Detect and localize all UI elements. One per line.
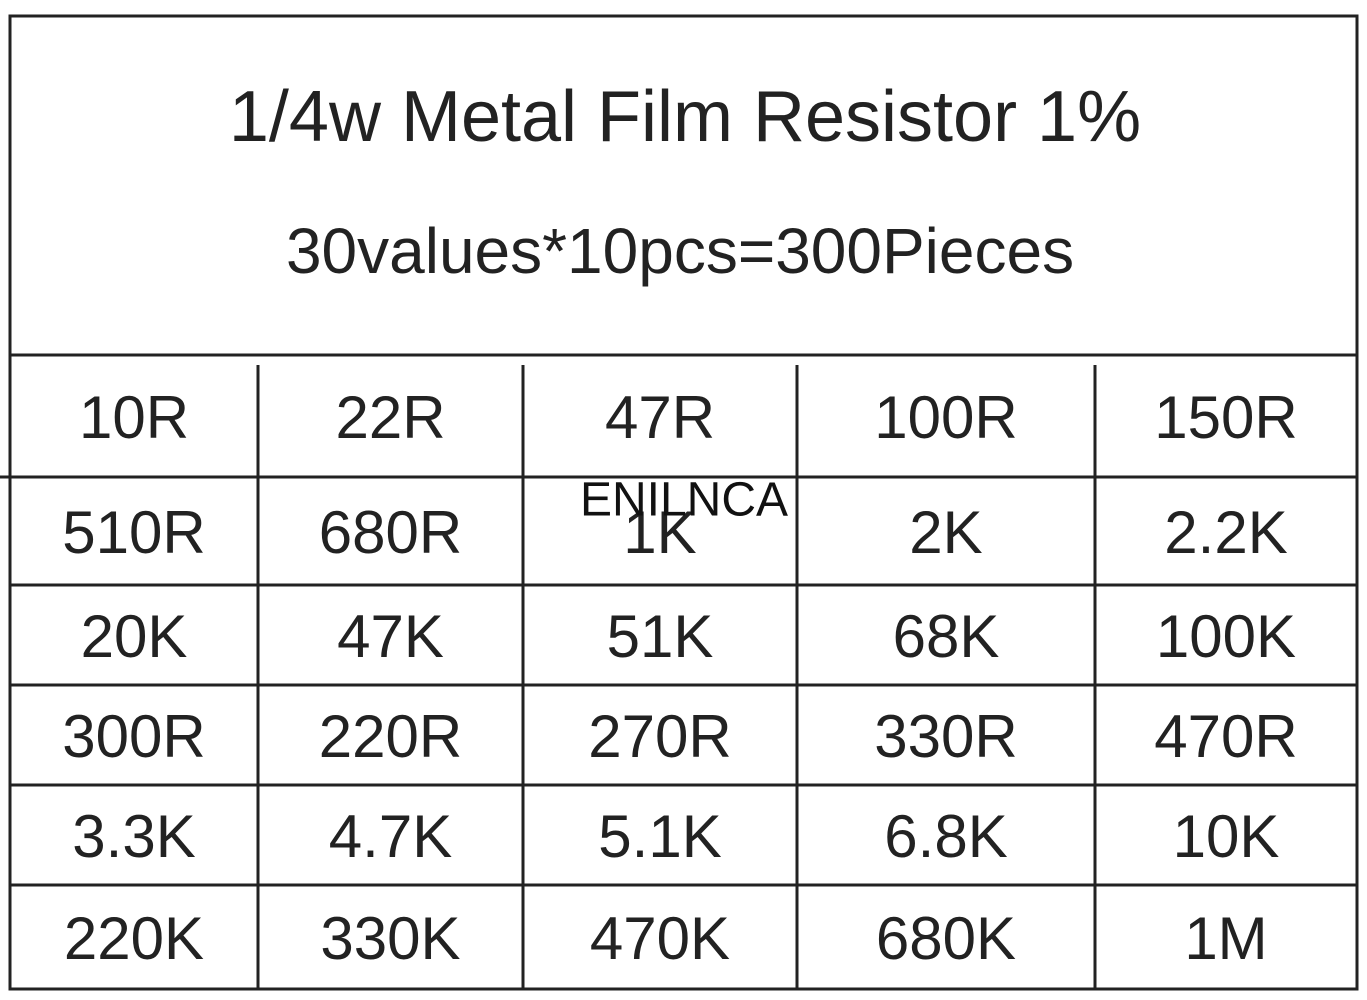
cell: 10K bbox=[1173, 803, 1280, 870]
cell: 22R bbox=[335, 384, 445, 451]
cell: 1M bbox=[1184, 905, 1267, 972]
cell: 4.7K bbox=[329, 803, 452, 870]
cell: 150R bbox=[1154, 384, 1297, 451]
cell: 470R bbox=[1154, 703, 1297, 770]
cell: 100R bbox=[874, 384, 1017, 451]
cell: 47R bbox=[605, 384, 715, 451]
cell: 2K bbox=[909, 499, 982, 566]
cell: 680R bbox=[319, 499, 462, 566]
cell: 47K bbox=[337, 603, 444, 670]
cell: 330R bbox=[874, 703, 1017, 770]
table: 10R 22R 47R 100R 150R 510R 680R 1K 2K 2.2K 20K 47K 5… bbox=[0, 365, 1357, 989]
watermark: ENILNCA bbox=[580, 474, 788, 527]
cell: 2.2K bbox=[1164, 499, 1287, 566]
cell: 680K bbox=[876, 905, 1016, 972]
cell: 6.8K bbox=[884, 803, 1007, 870]
cell: 330K bbox=[320, 905, 460, 972]
cell: 220R bbox=[319, 703, 462, 770]
outer-border bbox=[8, 14, 1359, 991]
subtitle: 30values*10pcs=300Pieces bbox=[286, 215, 1074, 287]
cell: 220K bbox=[64, 905, 204, 972]
cell: 5.1K bbox=[598, 803, 721, 870]
cell: 3.3K bbox=[72, 803, 195, 870]
cell: 100K bbox=[1156, 603, 1296, 670]
cell: 68K bbox=[893, 603, 1000, 670]
cell: 1K bbox=[623, 499, 696, 566]
cell: 470K bbox=[590, 905, 730, 972]
title: 1/4w Metal Film Resistor 1% bbox=[229, 77, 1141, 157]
cell: 510R bbox=[62, 499, 205, 566]
cell: 10R bbox=[79, 384, 189, 451]
cell: 270R bbox=[588, 703, 731, 770]
cell: 300R bbox=[62, 703, 205, 770]
cell: 51K bbox=[607, 603, 714, 670]
cell: 20K bbox=[81, 603, 188, 670]
